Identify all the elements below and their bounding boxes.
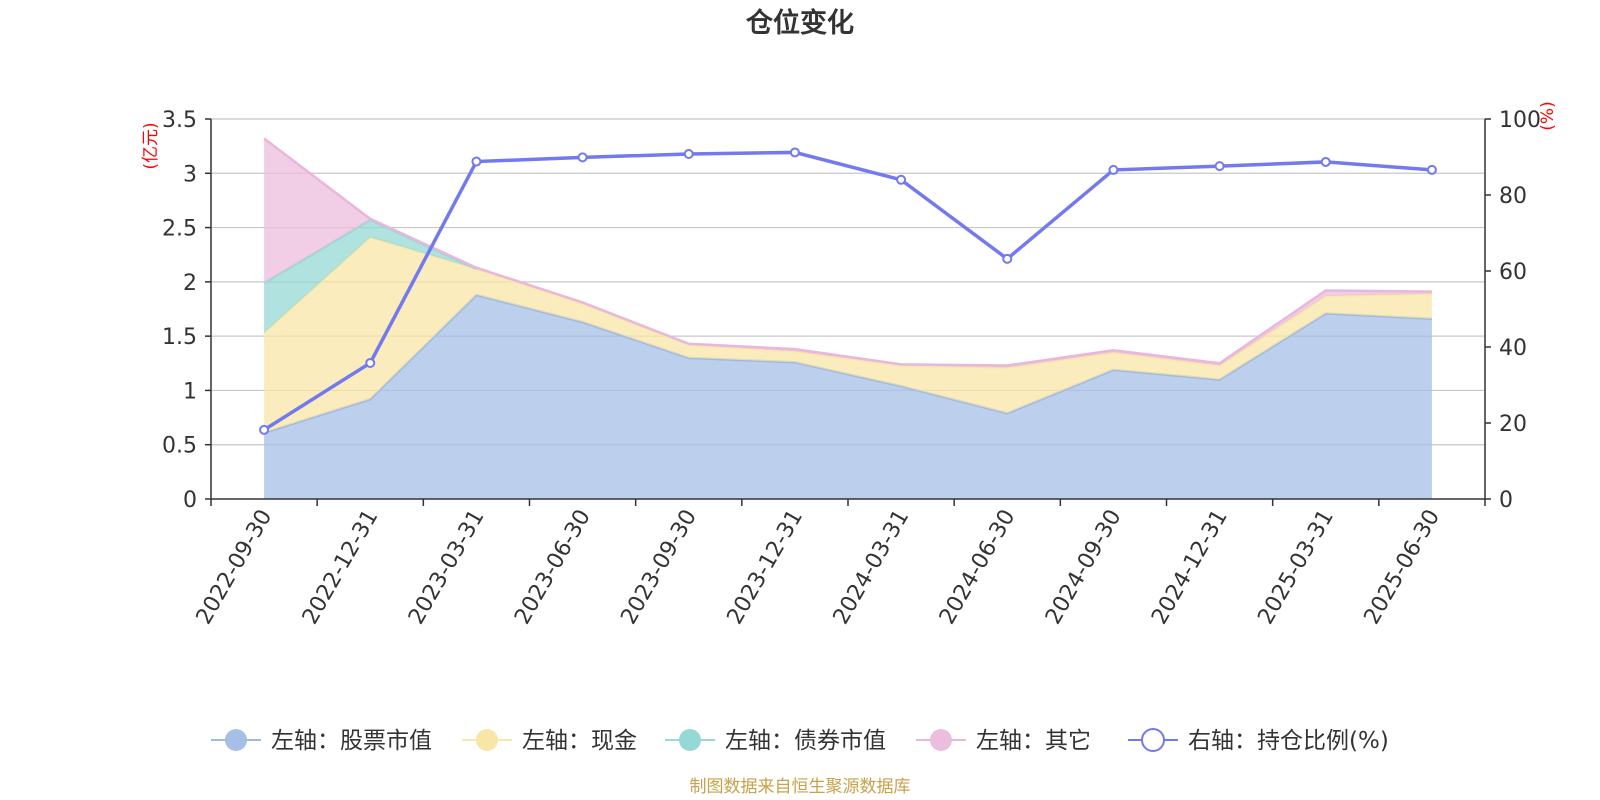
ratio-point — [1214, 161, 1225, 172]
ratio-point — [1320, 156, 1331, 167]
left-tick-label: 1.5 — [162, 325, 197, 350]
right-tick-label: 100 — [1499, 108, 1541, 133]
legend-item: 右轴：持仓比例(%) — [1128, 728, 1389, 754]
legend-item: 左轴：其它 — [916, 728, 1091, 754]
legend-item: 左轴：现金 — [462, 728, 637, 754]
legend-label: 左轴：现金 — [522, 728, 637, 754]
left-axis-unit: (亿元) — [141, 122, 161, 169]
right-tick-label: 20 — [1499, 412, 1527, 437]
x-tick-label: 2023-06-30 — [510, 506, 596, 629]
ratio-point — [1002, 253, 1013, 264]
ratio-point — [577, 152, 588, 163]
left-tick-label: 3 — [183, 162, 197, 187]
x-tick-label: 2024-03-31 — [829, 505, 915, 628]
area-series-3 — [264, 219, 1432, 368]
ratio-point — [365, 357, 376, 368]
ratio-point — [1426, 164, 1437, 175]
area-series-2 — [264, 237, 1432, 433]
legend-swatch-marker — [1141, 728, 1165, 752]
x-tick-label: 2023-12-31 — [723, 506, 809, 629]
left-tick-label: 0.5 — [162, 434, 197, 459]
legend-label: 左轴：债券市值 — [725, 728, 886, 754]
ratio-point — [259, 424, 270, 435]
ratio-point — [789, 147, 800, 158]
ratio-point — [896, 174, 907, 185]
x-tick-label: 2023-03-31 — [404, 505, 490, 628]
x-tick-label: 2024-06-30 — [935, 506, 1021, 629]
legend-label: 右轴：持仓比例(%) — [1188, 728, 1389, 754]
x-tick-label: 2022-12-31 — [298, 506, 384, 629]
legend: 左轴：股票市值 左轴：现金 左轴：债券市值 左轴：其它 右轴：持仓比例(%) — [211, 728, 1389, 754]
left-tick-label: 0 — [183, 488, 197, 513]
x-tick-label: 2023-09-30 — [616, 506, 702, 629]
legend-swatch-marker — [930, 729, 952, 751]
right-tick-label: 0 — [1499, 488, 1513, 513]
area-series-1 — [264, 294, 1432, 499]
left-tick-label: 3.5 — [162, 108, 197, 133]
right-tick-label: 60 — [1499, 260, 1527, 285]
legend-swatch-marker — [476, 729, 498, 751]
chart-title: 仓位变化 — [745, 7, 854, 39]
x-tick-label: 2025-06-30 — [1360, 506, 1446, 629]
legend-label: 左轴：股票市值 — [271, 728, 432, 754]
area-edge-4 — [263, 137, 1432, 367]
right-tick-label: 80 — [1499, 184, 1527, 209]
legend-item: 左轴：股票市值 — [211, 728, 432, 754]
left-tick-label: 2 — [183, 271, 197, 296]
x-tick-label: 2025-03-31 — [1253, 506, 1339, 629]
ratio-point — [471, 156, 482, 167]
left-tick-label: 2.5 — [162, 217, 197, 242]
source-note: 制图数据来自恒生聚源数据库 — [690, 777, 911, 797]
ratio-line — [263, 150, 1433, 432]
right-axis-unit: (%) — [1538, 101, 1558, 130]
x-tick-label: 2024-12-31 — [1147, 506, 1233, 629]
right-tick-label: 40 — [1499, 336, 1527, 361]
ratio-point — [683, 148, 694, 159]
legend-item: 左轴：债券市值 — [665, 728, 886, 754]
stacked-areas — [263, 137, 1432, 499]
legend-label: 左轴：其它 — [976, 728, 1091, 754]
left-tick-label: 1 — [183, 379, 197, 404]
ratio-point — [1108, 164, 1119, 175]
x-tick-label: 2022-09-30 — [192, 506, 278, 629]
legend-swatch-marker — [225, 729, 247, 751]
x-tick-label: 2024-09-30 — [1041, 506, 1127, 629]
position-ratio-line — [259, 147, 1437, 435]
legend-swatch-marker — [679, 729, 701, 751]
